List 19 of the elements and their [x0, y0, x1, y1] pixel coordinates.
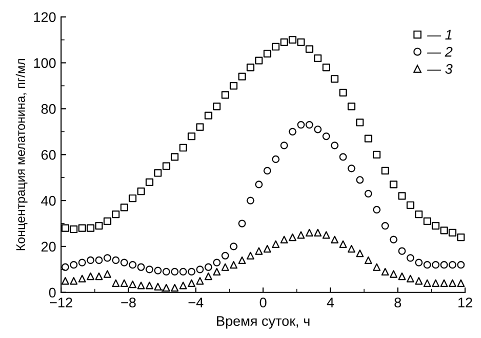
y-tick-label: 60 [41, 150, 56, 160]
y-tick-label: 80 [41, 104, 56, 114]
y-axis-title: Концентрация мелатонина, пг/мл [16, 58, 28, 250]
y-tick-label: 20 [41, 242, 56, 252]
legend-label: — 2 [427, 46, 452, 57]
legend-label: — 3 [427, 64, 453, 74]
x-tick-label: −12 [50, 298, 72, 308]
x-axis-title: Время суток, ч [217, 316, 310, 329]
y-tick-label: 40 [41, 196, 56, 206]
x-tick-label: −8 [121, 298, 136, 308]
y-tick-label: 100 [34, 58, 56, 68]
y-tick-label: 120 [34, 12, 56, 22]
x-tick-label: −4 [188, 298, 204, 308]
x-tick-label: 4 [326, 298, 334, 308]
x-tick-label: 12 [458, 298, 472, 308]
x-tick-label: 8 [394, 298, 402, 308]
legend-label: — 1 [427, 30, 452, 40]
x-tick-label: 0 [260, 298, 266, 308]
y-tick-label: 0 [49, 288, 56, 298]
